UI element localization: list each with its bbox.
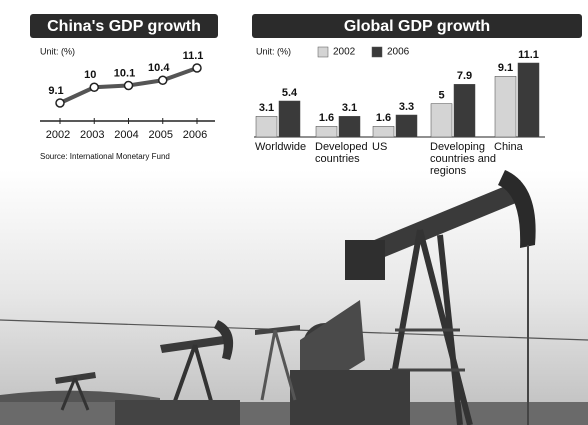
legend-swatch [317,46,329,58]
value-label: 9.1 [498,62,513,74]
bar [395,114,418,138]
category-label: Worldwide [255,141,307,153]
value-label: 5 [438,90,444,102]
title-box [30,14,218,38]
value-label: 9.1 [48,85,63,97]
value-label: 1.6 [376,112,391,124]
bar [372,126,395,138]
value-label: 10 [84,69,96,81]
legend-label: 2002 [333,47,356,58]
legend-label: 2006 [387,47,410,58]
photo [0,170,588,425]
x-tick-label: 2005 [149,129,173,141]
x-tick-label: 2004 [114,129,138,141]
x-tick-label: 2003 [80,129,104,141]
point [158,75,168,85]
category-label: Developing countries and regions [430,141,497,177]
value-label: 3.3 [399,101,414,113]
title-box [252,14,582,38]
legend-swatch [371,46,383,58]
bar [315,126,338,138]
category-label: China [494,141,523,153]
value-label: 10.4 [148,62,170,74]
value-label: 3.1 [259,102,274,114]
bar [517,62,540,138]
point [89,82,99,92]
x-tick-label: 2006 [183,129,207,141]
unit-label: Unit: (%) [256,46,291,56]
unit-label: Unit: (%) [40,46,75,56]
value-label: 11.1 [183,50,204,62]
value-label: 1.6 [319,112,334,124]
bar [453,84,476,138]
category-label: US [372,141,388,153]
category-label: Developed countries [315,141,368,165]
value-label: 5.4 [282,87,298,99]
value-label: 10.1 [114,67,135,79]
value-label: 3.1 [342,102,357,114]
bar [494,76,517,138]
chart-title: Global GDP growth [344,18,490,35]
point [192,63,202,73]
bar [255,116,278,138]
point [123,80,134,91]
source: Source: International Monetary Fund [40,152,170,161]
value-label: 7.9 [457,70,472,82]
bar [430,103,453,138]
point [55,98,65,108]
value-label: 11.1 [518,49,539,61]
x-tick-label: 2002 [46,129,70,141]
bar [278,100,301,138]
bar [338,116,361,138]
chart-title: China's GDP growth [47,18,201,35]
